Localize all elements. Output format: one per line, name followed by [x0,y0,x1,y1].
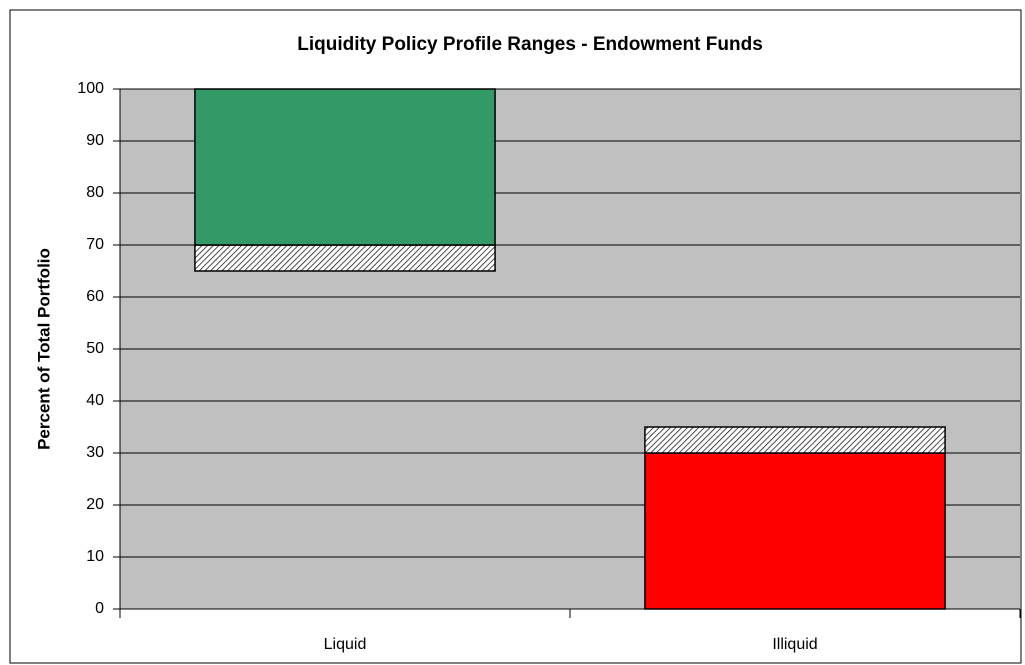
y-tick-label: 70 [86,236,104,253]
bar-segment [644,426,946,454]
bar-segment [194,88,496,246]
bar-segment [194,244,496,272]
y-tick-label: 40 [86,392,104,409]
x-tick-label: Liquid [324,636,367,653]
y-tick-label: 80 [86,184,104,201]
y-tick-label: 10 [86,548,104,565]
y-tick-label: 50 [86,340,104,357]
y-axis-label: Percent of Total Portfolio [34,248,53,450]
x-tick-label: Illiquid [772,636,817,653]
y-tick-label: 30 [86,444,104,461]
bar-segment [644,452,946,610]
y-tick-label: 90 [86,132,104,149]
y-tick-label: 20 [86,496,104,513]
y-tick-label: 0 [95,600,104,617]
chart-title: Liquidity Policy Profile Ranges - Endowm… [297,34,763,55]
y-tick-label: 60 [86,288,104,305]
y-tick-label: 100 [77,80,104,97]
